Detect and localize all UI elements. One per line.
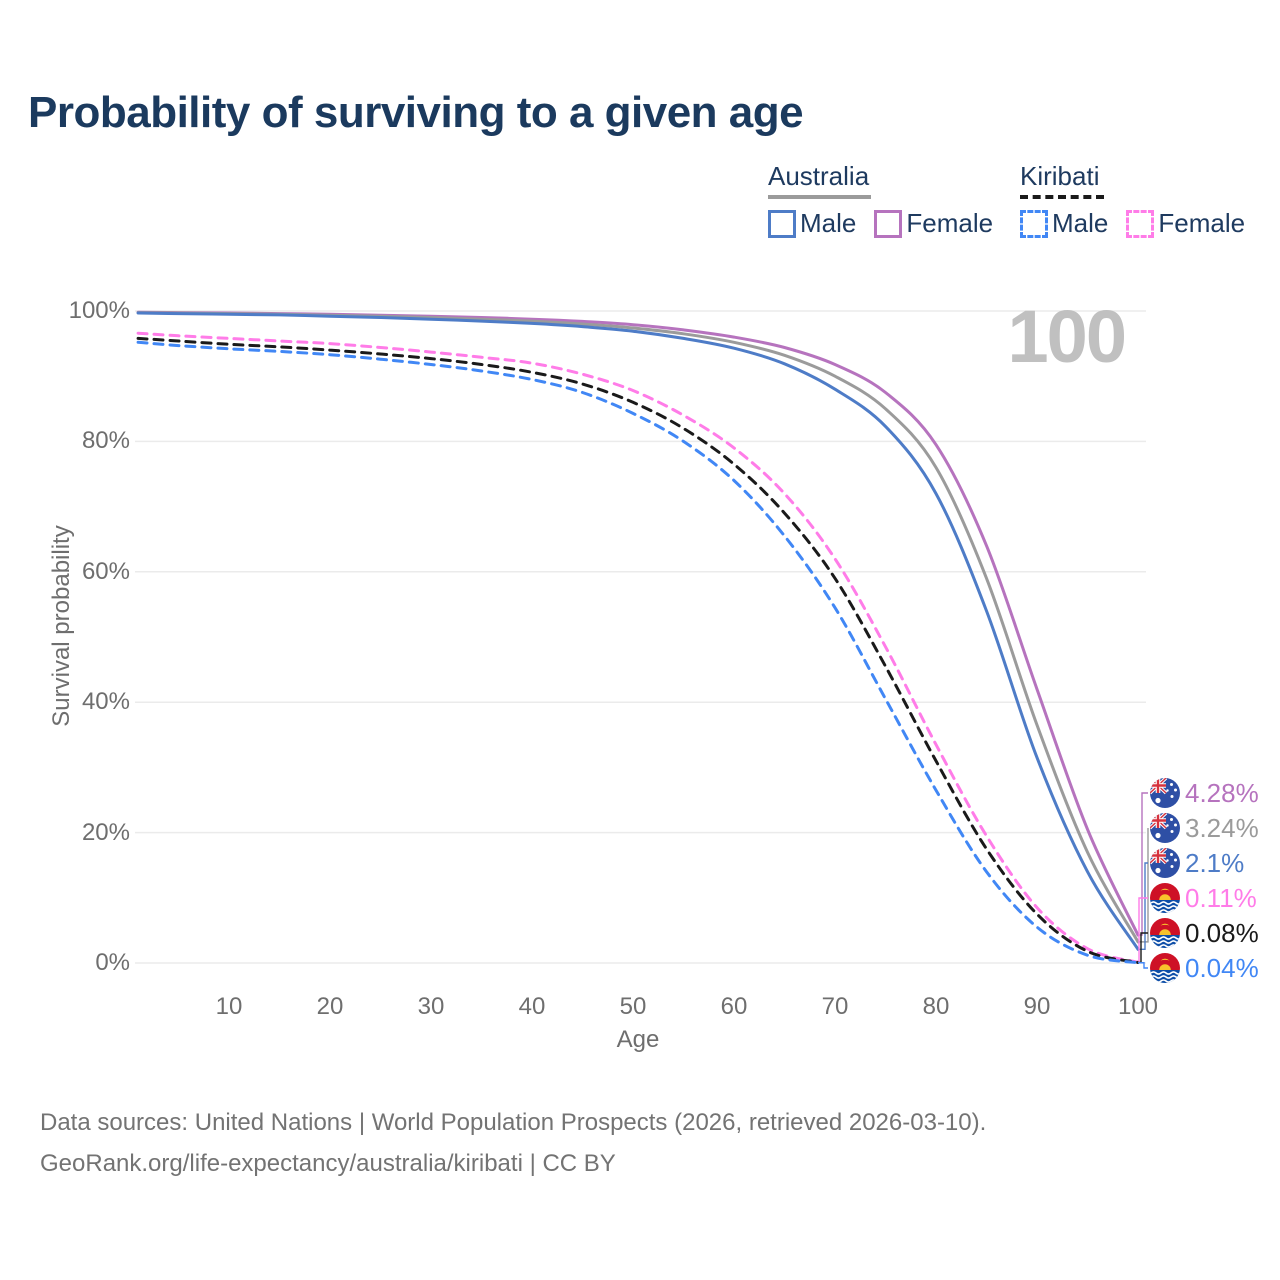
series-line-australia-both-sexes (136, 311, 1140, 944)
legend-group-title: Kiribati (1020, 161, 1100, 191)
legend-swatch[interactable] (874, 209, 903, 238)
legend-line-style-sample (1020, 195, 1104, 199)
end-label-kiribati-total: 0.08% (1150, 918, 1259, 948)
series-line-kiribati-both-sexes (136, 336, 1140, 964)
series-line-kiribati-male (136, 340, 1140, 965)
x-tick-label: 80 (922, 993, 950, 1020)
data-source-caption: Data sources: United Nations | World Pop… (40, 1102, 986, 1184)
legend-item-kiribati-female[interactable]: Female (1126, 208, 1245, 239)
end-label-value: 0.11% (1185, 882, 1257, 913)
legend-group-australia: Australia Male Female (768, 161, 1011, 239)
kiribati-flag-icon (1150, 883, 1180, 913)
end-label-connector (1138, 792, 1148, 936)
end-label-australia-total: 3.24% (1150, 813, 1259, 843)
end-label-australia-male: 2.1% (1150, 848, 1244, 878)
end-label-connector (1138, 862, 1148, 951)
legend-item-australia-female[interactable]: Female (874, 208, 993, 239)
y-tick-label: 80% (81, 427, 130, 455)
australia-flag-icon (1150, 778, 1180, 808)
end-label-value: 0.08% (1185, 917, 1259, 948)
legend-item-label: Male (1052, 208, 1109, 238)
australia-flag-icon (1150, 813, 1180, 843)
x-tick-label: 20 (316, 993, 344, 1020)
end-label-value: 3.24% (1185, 812, 1259, 843)
kiribati-flag-icon (1150, 953, 1180, 983)
x-tick-label: 90 (1023, 993, 1051, 1020)
end-label-connector (1138, 962, 1148, 969)
x-axis-title: Age (616, 1026, 660, 1053)
end-label-kiribati-male: 0.04% (1150, 953, 1259, 983)
australia-flag-icon (1150, 848, 1180, 878)
x-tick-label: 60 (720, 993, 748, 1020)
age-watermark: 100 (1007, 295, 1127, 378)
x-tick-label: 50 (619, 993, 647, 1020)
end-label-connector (1138, 932, 1148, 964)
page-title: Probability of surviving to a given age (28, 88, 804, 137)
legend-item-kiribati-male[interactable]: Male (1020, 208, 1108, 239)
series-line-kiribati-female (136, 331, 1140, 964)
legend-swatch[interactable] (768, 209, 796, 238)
y-tick-label: 0% (95, 949, 130, 976)
y-tick-label: 60% (81, 557, 130, 585)
attribution-line: GeoRank.org/life-expectancy/australia/ki… (40, 1150, 616, 1177)
series-line-australia-female (136, 310, 1140, 937)
legend-item-label: Female (906, 208, 994, 238)
end-label-connector (1138, 828, 1149, 943)
series-line-australia-male (136, 311, 1140, 951)
legend-item-label: Female (1158, 208, 1246, 238)
end-label-value: 0.04% (1185, 952, 1259, 983)
end-label-connector (1138, 897, 1148, 963)
y-tick-label: 100% (68, 297, 130, 324)
x-tick-label: 100 (1117, 993, 1159, 1020)
legend-item-label: Male (800, 208, 857, 238)
end-label-kiribati-female: 0.11% (1150, 883, 1257, 913)
legend-group-kiribati: Kiribati Male Female (1020, 161, 1263, 239)
x-tick-label: 40 (518, 993, 546, 1020)
end-label-australia-female: 4.28% (1150, 778, 1259, 808)
y-tick-label: 20% (81, 818, 130, 846)
x-tick-label: 70 (821, 993, 849, 1020)
data-source-line: Data sources: United Nations | World Pop… (40, 1109, 987, 1136)
legend-group-title: Australia (768, 161, 870, 191)
legend-swatch[interactable] (1126, 209, 1155, 238)
x-tick-label: 10 (215, 993, 243, 1020)
y-tick-label: 40% (81, 688, 130, 716)
legend-item-australia-male[interactable]: Male (768, 208, 856, 239)
y-axis-title: Survival probability (48, 525, 75, 727)
kiribati-flag-icon (1150, 918, 1180, 948)
x-tick-label: 30 (417, 993, 445, 1020)
legend-swatch[interactable] (1020, 209, 1048, 238)
end-label-value: 4.28% (1185, 777, 1259, 808)
legend-line-style-sample (768, 195, 871, 199)
end-label-value: 2.1% (1185, 847, 1245, 878)
